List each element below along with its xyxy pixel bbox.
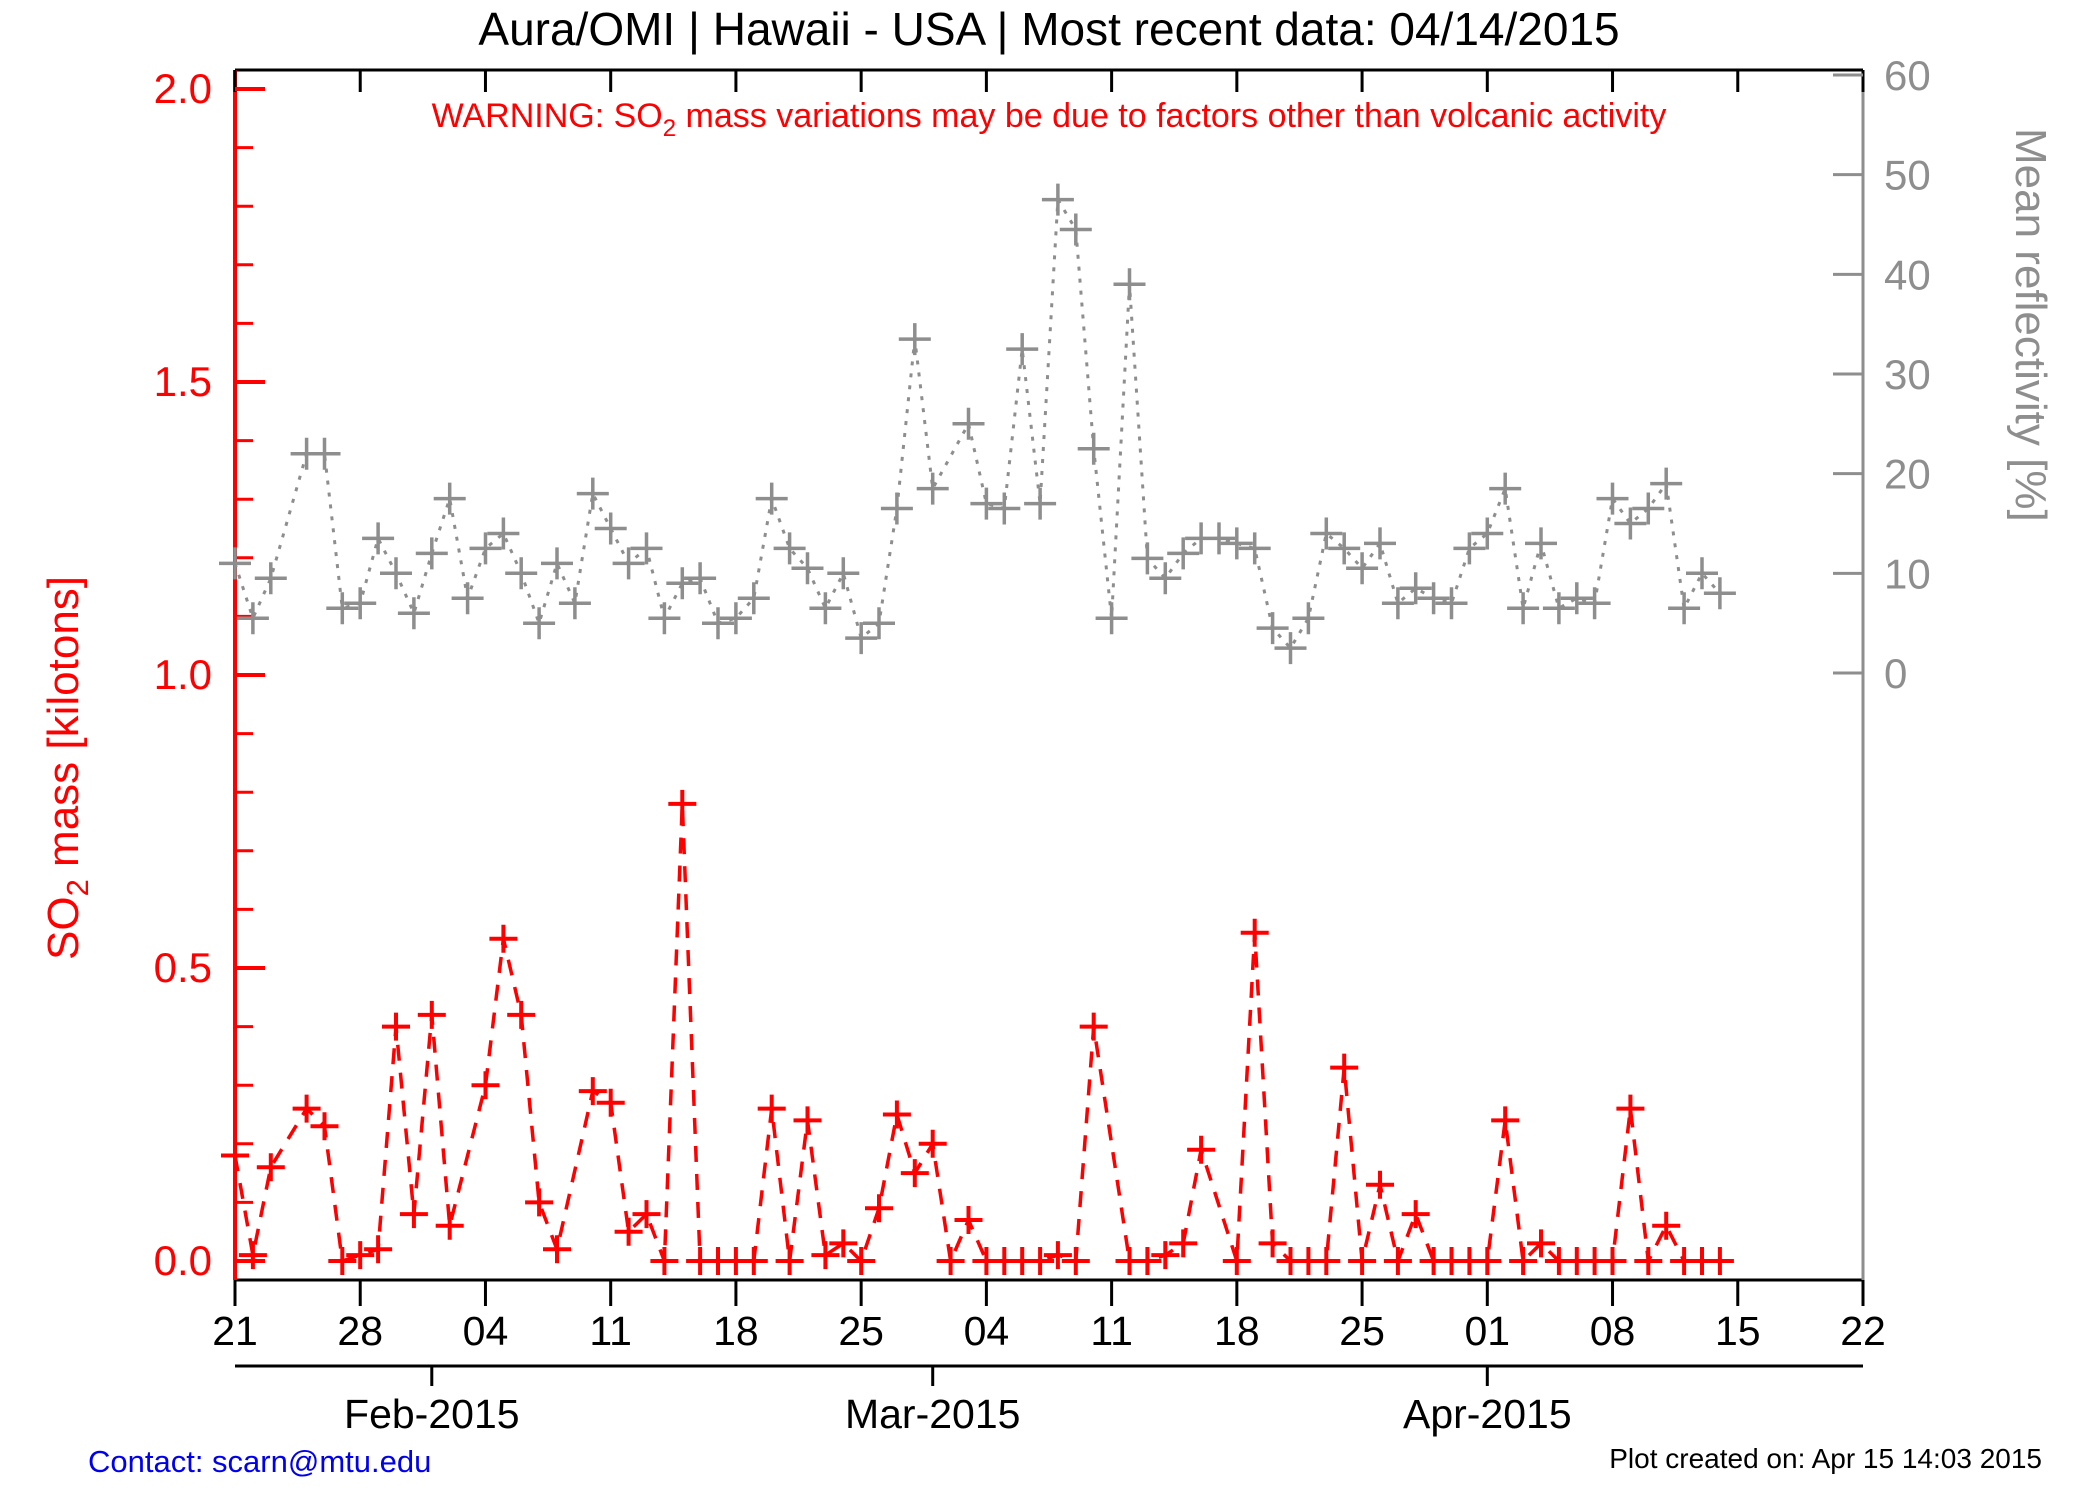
chart-title: Aura/OMI | Hawaii - USA | Most recent da… xyxy=(478,3,1619,55)
x-tick-label: 28 xyxy=(337,1308,383,1354)
warning-text: WARNING: SO2 mass variations may be due … xyxy=(432,97,1667,142)
x-tick-label: 08 xyxy=(1590,1308,1636,1354)
created-timestamp: Plot created on: Apr 15 14:03 2015 xyxy=(1609,1443,2042,1474)
x-tick-label: 11 xyxy=(1090,1308,1133,1354)
x-tick-label: 25 xyxy=(1339,1308,1385,1354)
month-label: Feb-2015 xyxy=(344,1391,520,1437)
y-left-tick-label: 1.0 xyxy=(154,651,212,698)
so2-series-markers xyxy=(221,789,1734,1275)
x-tick-label: 21 xyxy=(212,1308,258,1354)
y-axis-right-title: Mean reflectivity [%] xyxy=(2006,128,2055,522)
y-right-tick-label: 20 xyxy=(1884,451,1931,498)
x-tick-label: 04 xyxy=(964,1308,1010,1354)
y-right-tick-label: 30 xyxy=(1884,351,1931,398)
x-tick-label: 04 xyxy=(463,1308,509,1354)
month-label: Mar-2015 xyxy=(845,1391,1020,1437)
contact-link[interactable]: Contact: scarn@mtu.edu xyxy=(88,1444,431,1479)
y-left-tick-label: 0.0 xyxy=(154,1237,212,1284)
x-tick-label: 18 xyxy=(713,1308,759,1354)
y-right-tick-label: 0 xyxy=(1884,650,1907,697)
x-tick-label: 25 xyxy=(838,1308,884,1354)
x-tick-label: 01 xyxy=(1465,1308,1511,1354)
so2-series-line xyxy=(233,803,1720,1268)
x-tick-label: 18 xyxy=(1214,1308,1260,1354)
plot-area: 21 28 04 11 18 25 04 11 18 25 01 08 15 22 Feb-2015 Mar-… xyxy=(154,52,1931,1437)
y-left-tick-label: 1.5 xyxy=(154,358,212,405)
month-label: Apr-2015 xyxy=(1403,1391,1572,1437)
y-right-tick-label: 40 xyxy=(1884,251,1931,298)
x-tick-label: 22 xyxy=(1840,1308,1886,1354)
y-left-tick-label: 0.5 xyxy=(154,944,212,991)
y-right-tick-label: 60 xyxy=(1884,52,1931,99)
x-tick-label: 15 xyxy=(1715,1308,1761,1354)
y-axis-left-title: SO2 mass [kilotons] xyxy=(39,576,95,960)
y-right-tick-label: 10 xyxy=(1884,550,1931,597)
x-tick-label: 11 xyxy=(589,1308,632,1354)
y-right-tick-label: 50 xyxy=(1884,152,1931,199)
y-left-tick-label: 2.0 xyxy=(154,65,212,112)
reflectivity-series-markers xyxy=(219,183,1736,665)
